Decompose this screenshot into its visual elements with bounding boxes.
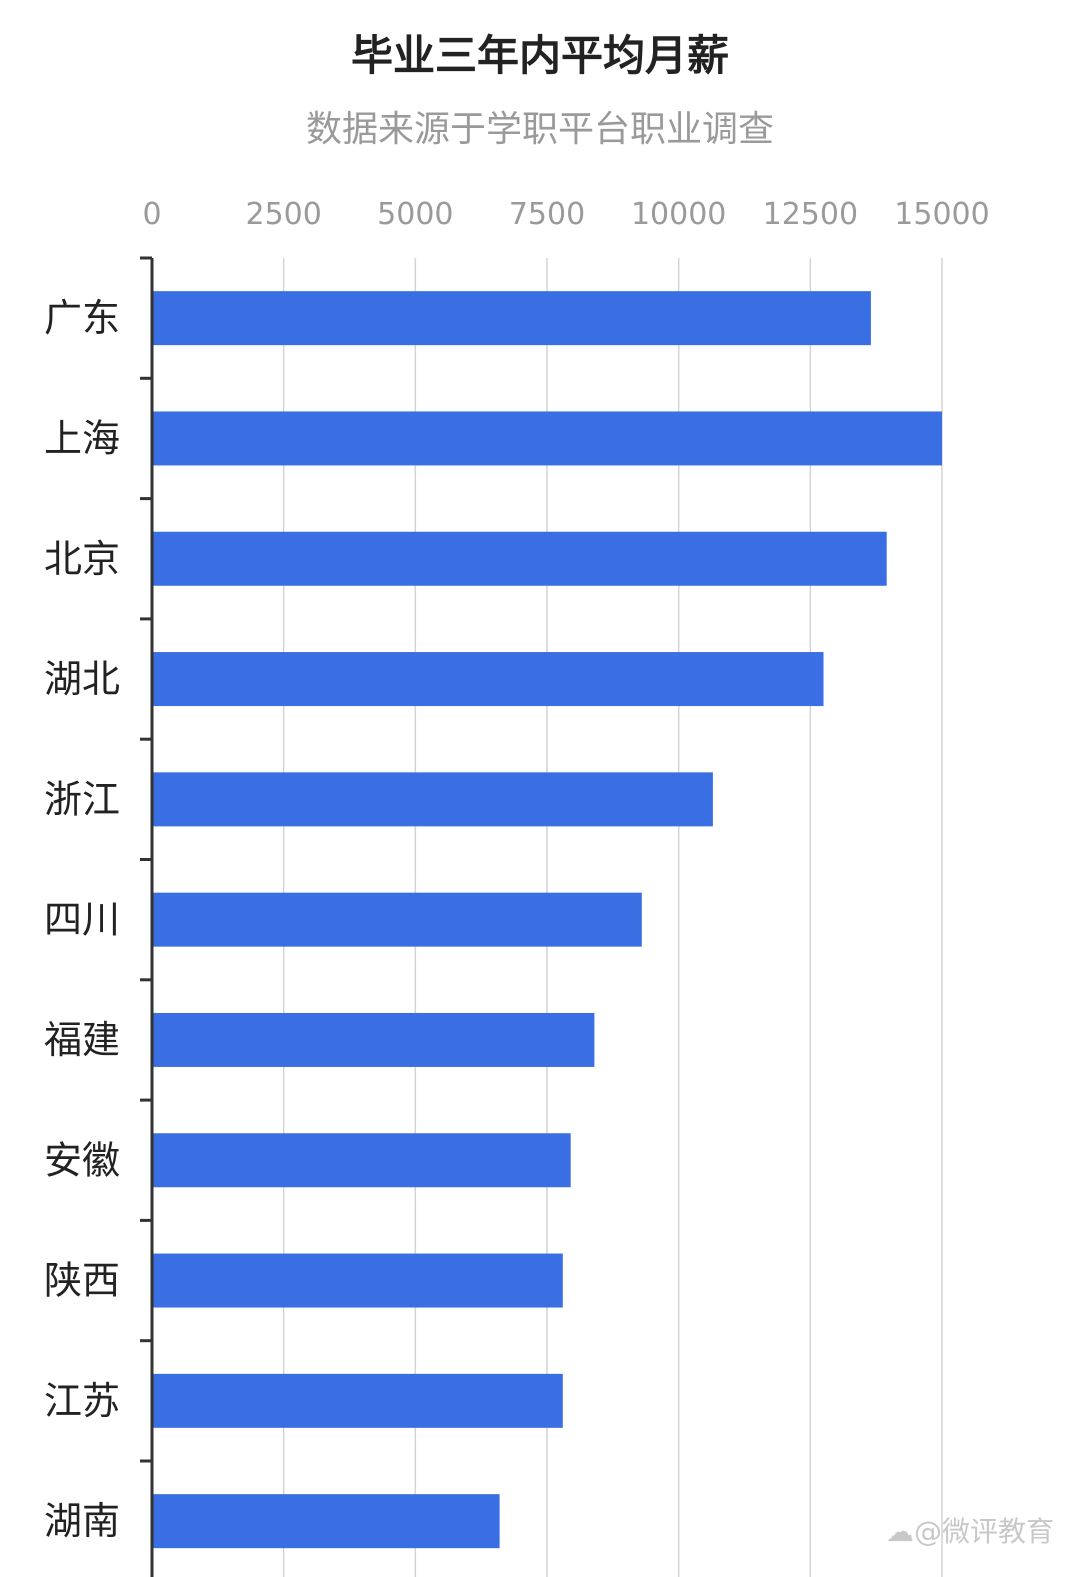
watermark-text: @微评教育 <box>913 1515 1054 1548</box>
y-category-label: 广东 <box>44 296 120 340</box>
y-category-label: 北京 <box>44 537 120 581</box>
y-category-label: 四川 <box>44 898 120 942</box>
bar <box>152 1253 563 1308</box>
x-tick-label: 15000 <box>894 197 989 232</box>
bar <box>152 772 713 827</box>
y-category-label: 江苏 <box>44 1379 120 1423</box>
bar <box>152 652 824 707</box>
x-tick-label: 10000 <box>631 197 726 232</box>
y-category-label: 陕西 <box>44 1259 120 1303</box>
y-category-label: 安徽 <box>44 1138 120 1182</box>
x-tick-label: 7500 <box>509 197 585 232</box>
chart-title: 毕业三年内平均月薪 <box>350 31 729 80</box>
bar <box>152 411 942 466</box>
watermark: ☁@微评教育 <box>886 1510 1054 1550</box>
bar <box>152 1133 571 1188</box>
bar <box>152 291 871 346</box>
bar <box>152 1012 595 1067</box>
bar <box>152 531 887 586</box>
x-tick-label: 5000 <box>377 197 453 232</box>
y-category-label: 上海 <box>44 416 120 460</box>
x-tick-label: 12500 <box>763 197 858 232</box>
weibo-logo-icon: ☁ <box>885 1515 914 1548</box>
y-category-label: 福建 <box>44 1018 120 1062</box>
y-category-label: 浙江 <box>44 777 120 821</box>
y-category-label: 湖北 <box>44 657 120 701</box>
y-category-label: 湖南 <box>44 1499 120 1543</box>
bar <box>152 1373 563 1428</box>
chart-subtitle: 数据来源于学职平台职业调查 <box>305 109 774 150</box>
bar <box>152 892 642 947</box>
bar <box>152 1494 500 1549</box>
x-tick-label: 0 <box>142 197 161 232</box>
x-tick-label: 2500 <box>245 197 321 232</box>
